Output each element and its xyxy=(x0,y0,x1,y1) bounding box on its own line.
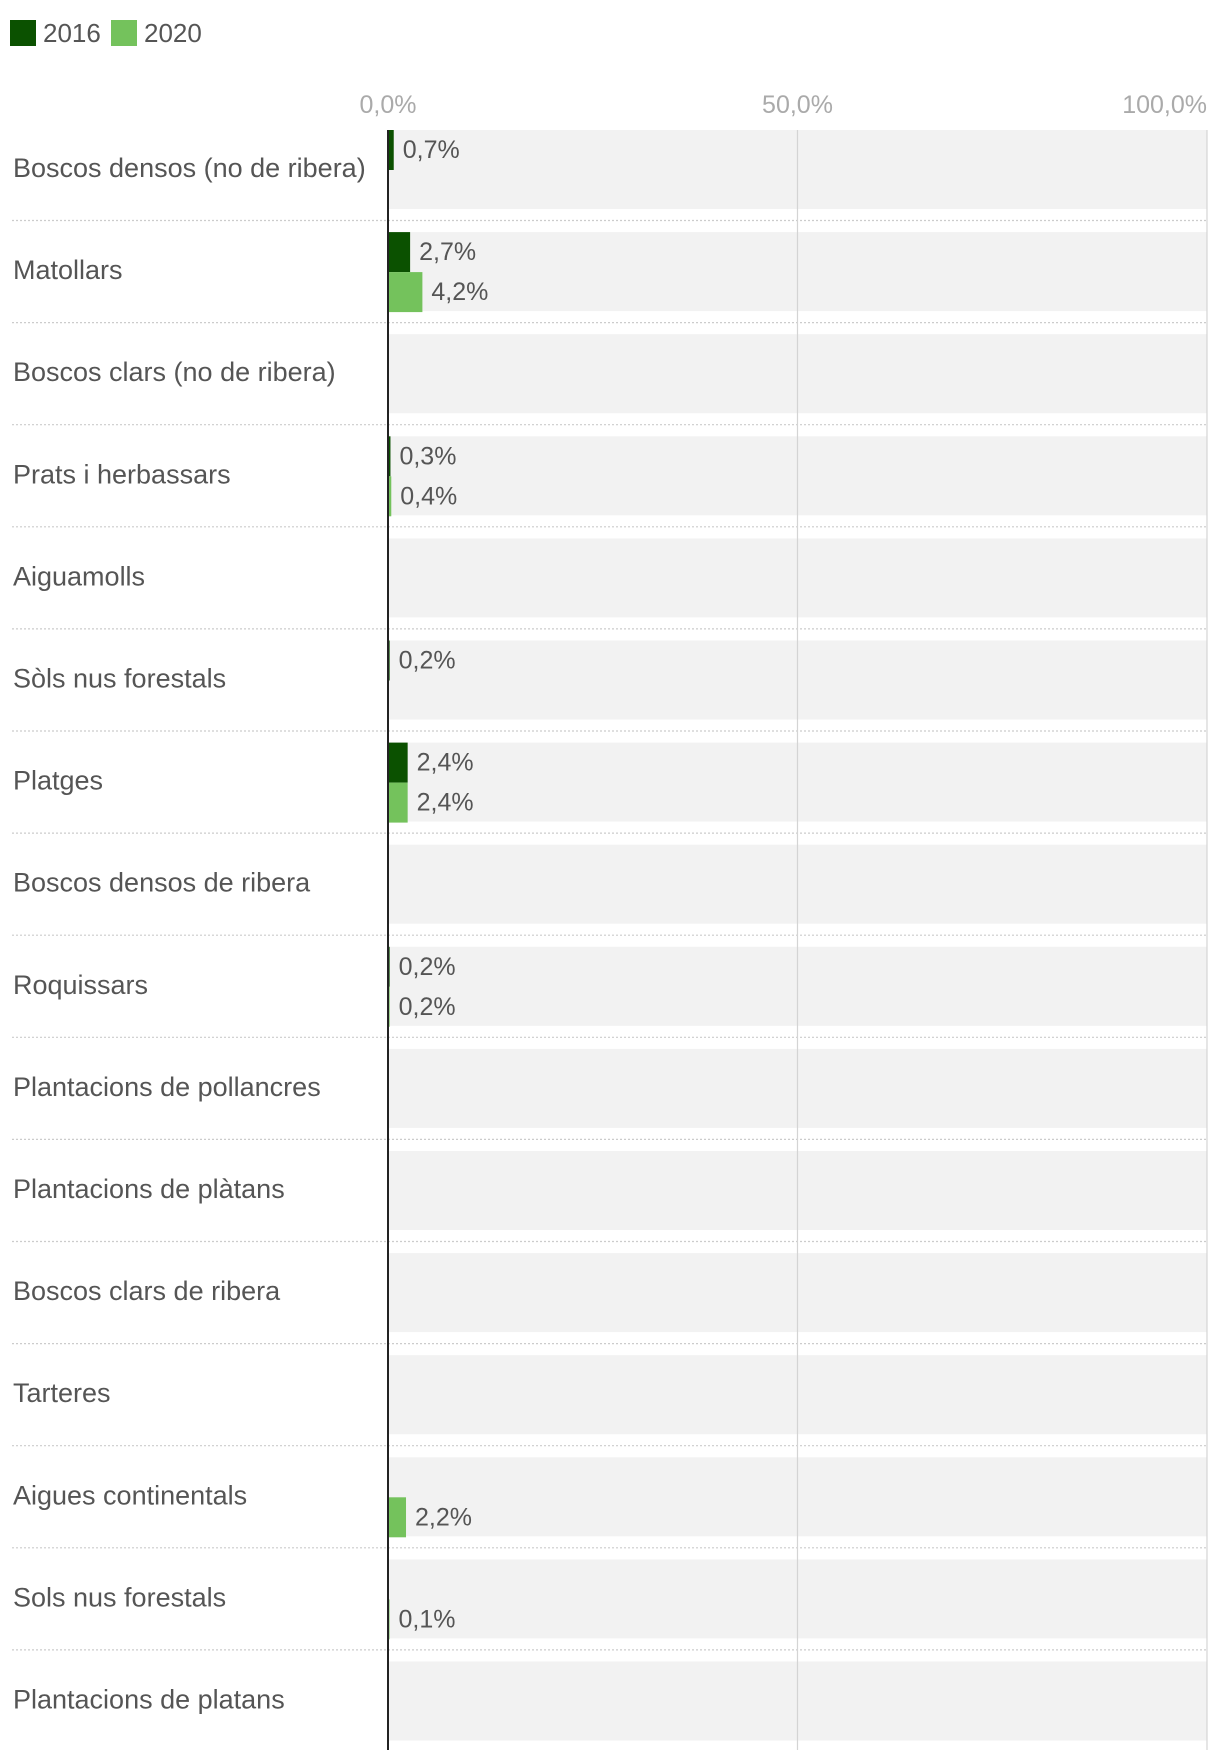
data-label-2016: 0,2% xyxy=(399,953,456,981)
legend-swatch-2020 xyxy=(111,20,137,46)
tick-label: 100,0% xyxy=(1122,91,1207,119)
tick-label: 50,0% xyxy=(762,91,833,119)
category-label: Sòls nus forestals xyxy=(13,664,226,694)
category-label: Platges xyxy=(13,766,103,796)
bar-2016 xyxy=(388,742,408,783)
category-label: Boscos densos (no de ribera) xyxy=(13,153,366,183)
data-label-2020: 0,4% xyxy=(400,482,457,510)
category-label: Plantacions de platans xyxy=(13,1685,285,1715)
legend-label-2016: 2016 xyxy=(43,18,101,48)
data-label-2016: 0,7% xyxy=(403,136,460,164)
category-label: Plantacions de plàtans xyxy=(13,1174,285,1204)
bar-2016 xyxy=(388,232,411,273)
category-label: Aigues continentals xyxy=(13,1480,247,1510)
data-label-2020: 0,2% xyxy=(399,993,456,1021)
data-label-2020: 2,2% xyxy=(415,1503,472,1531)
data-label-2020: 0,1% xyxy=(399,1605,456,1633)
data-label-2016: 0,3% xyxy=(399,442,456,470)
category-label: Matollars xyxy=(13,255,123,285)
data-label-2016: 2,7% xyxy=(419,238,476,266)
legend-swatch-2016 xyxy=(10,20,36,46)
category-label: Sols nus forestals xyxy=(13,1582,226,1612)
bar-2016 xyxy=(388,436,391,477)
tick-label: 0,0% xyxy=(360,91,417,119)
data-label-2016: 2,4% xyxy=(417,749,474,777)
bar-2016 xyxy=(388,130,394,170)
category-label: Tarteres xyxy=(13,1378,111,1408)
category-label: Roquissars xyxy=(13,970,148,1000)
bar-2020 xyxy=(388,272,423,313)
bar-2020 xyxy=(388,1497,407,1538)
category-label: Boscos clars de ribera xyxy=(13,1276,281,1306)
bar-2020 xyxy=(388,782,408,823)
category-label: Prats i herbassars xyxy=(13,459,231,489)
data-label-2016: 0,2% xyxy=(399,647,456,675)
data-label-2020: 2,4% xyxy=(417,789,474,817)
category-label: Aiguamolls xyxy=(13,561,145,591)
category-label: Boscos clars (no de ribera) xyxy=(13,357,336,387)
bar-2020 xyxy=(388,476,392,517)
data-label-2020: 4,2% xyxy=(431,278,488,306)
legend-label-2020: 2020 xyxy=(144,18,202,48)
category-label: Plantacions de pollancres xyxy=(13,1072,321,1102)
category-label: Boscos densos de ribera xyxy=(13,868,311,898)
